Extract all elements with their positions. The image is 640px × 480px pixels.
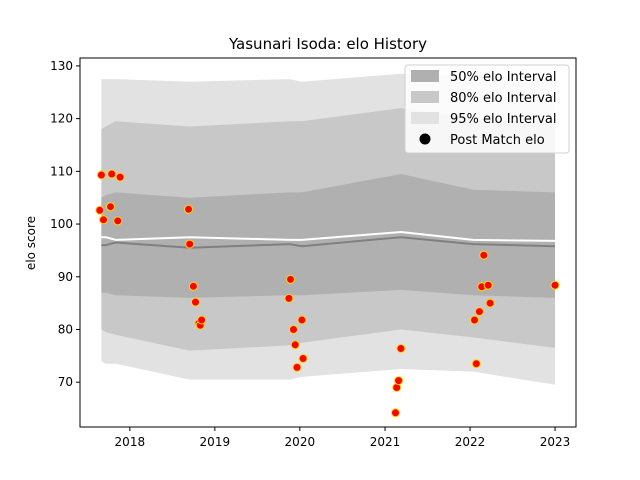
data-point bbox=[184, 204, 193, 214]
legend-swatch bbox=[411, 112, 439, 124]
data-point bbox=[197, 315, 207, 325]
y-axis-label: elo score bbox=[24, 216, 38, 270]
upper-line bbox=[101, 230, 556, 242]
data-point bbox=[286, 274, 295, 284]
data-point bbox=[471, 359, 481, 369]
trend-lines bbox=[101, 230, 556, 249]
data-point bbox=[289, 325, 298, 334]
data-point bbox=[479, 250, 489, 260]
data-point bbox=[95, 205, 105, 215]
data-point bbox=[113, 216, 123, 226]
x-tick-label: 2021 bbox=[370, 435, 401, 449]
data-point bbox=[298, 354, 308, 363]
legend-swatch bbox=[411, 70, 439, 82]
data-point bbox=[483, 280, 493, 290]
data-point bbox=[396, 344, 406, 353]
data-point bbox=[115, 172, 125, 182]
y-tick-label: 120 bbox=[50, 112, 73, 126]
data-point bbox=[106, 202, 115, 212]
y-tick-label: 80 bbox=[58, 322, 73, 336]
post-match-points bbox=[95, 169, 560, 418]
data-point bbox=[470, 315, 479, 325]
y-tick-label: 70 bbox=[58, 375, 73, 389]
legend-label: 50% elo Interval bbox=[450, 70, 557, 85]
y-tick-label: 130 bbox=[50, 59, 73, 73]
legend-label: 95% elo Interval bbox=[450, 112, 557, 127]
x-tick-label: 2018 bbox=[115, 435, 146, 449]
data-point bbox=[292, 362, 302, 372]
data-point bbox=[297, 315, 307, 325]
band-50 bbox=[101, 174, 556, 298]
data-point bbox=[550, 280, 560, 290]
data-point bbox=[99, 215, 108, 225]
legend-marker bbox=[419, 133, 431, 145]
data-point bbox=[185, 239, 195, 249]
legend-label: 80% elo Interval bbox=[450, 91, 557, 106]
legend-swatch bbox=[411, 91, 439, 103]
y-tick-label: 110 bbox=[50, 164, 73, 178]
chart-title: Yasunari Isoda: elo History bbox=[228, 35, 427, 53]
center-line bbox=[101, 236, 556, 249]
data-point bbox=[394, 376, 404, 386]
x-axis: 2018 2019 2020 2021 2022 2023 bbox=[115, 427, 571, 449]
x-tick-label: 2023 bbox=[540, 435, 571, 449]
data-point bbox=[284, 293, 294, 303]
y-axis: 70 80 90 100 110 120 130 bbox=[50, 59, 80, 389]
plot-frame bbox=[79, 57, 577, 428]
data-point bbox=[474, 307, 484, 317]
y-tick-label: 100 bbox=[50, 217, 73, 231]
data-point bbox=[391, 408, 400, 418]
data-point bbox=[96, 170, 106, 180]
legend-label: Post Match elo bbox=[450, 133, 545, 148]
x-tick-label: 2019 bbox=[200, 435, 231, 449]
data-point bbox=[485, 298, 495, 308]
data-point bbox=[191, 297, 200, 307]
data-point bbox=[290, 340, 300, 350]
data-point bbox=[188, 281, 198, 291]
x-tick-label: 2020 bbox=[285, 435, 316, 449]
legend-box bbox=[404, 64, 570, 154]
x-tick-label: 2022 bbox=[455, 435, 486, 449]
y-tick-label: 90 bbox=[58, 270, 73, 284]
legend: 50% elo Interval 80% elo Interval 95% elo … bbox=[404, 64, 570, 154]
data-point bbox=[107, 169, 117, 179]
